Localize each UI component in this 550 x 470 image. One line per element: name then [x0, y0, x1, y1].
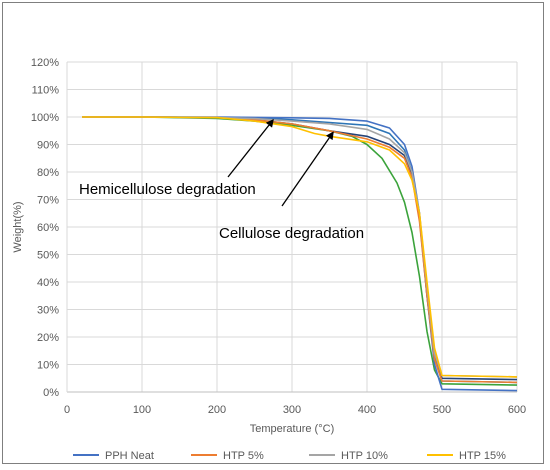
x-axis-label: Temperature (°C)	[250, 423, 334, 435]
legend-label: HTP 5%	[223, 450, 264, 462]
y-tick-label: 70%	[37, 195, 59, 207]
y-tick-label: 120%	[31, 57, 59, 69]
legend: PPH Neat HTP 5% HTP 10% HTP 15%	[73, 450, 506, 462]
chart-frame	[2, 2, 544, 464]
series-line-unlabeled-2	[82, 116, 518, 386]
y-tick-label: 0%	[43, 387, 59, 399]
annotations: Hemicellulose degradation Cellulose degra…	[79, 118, 364, 242]
y-tick-label: 50%	[37, 250, 59, 262]
x-tick-label: 200	[208, 404, 226, 416]
y-tick-label: 20%	[37, 332, 59, 344]
x-tick-label: 100	[133, 404, 151, 416]
annotation-text: Hemicellulose degradation	[79, 181, 256, 198]
y-tick-label: 60%	[37, 222, 59, 234]
series-line-htp-5-	[82, 116, 518, 384]
annotation-arrow	[281, 131, 334, 207]
x-tick-label: 600	[508, 404, 526, 416]
y-axis-label: Weight(%)	[12, 201, 24, 252]
legend-label: HTP 15%	[459, 450, 506, 462]
y-tick-label: 10%	[37, 360, 59, 372]
annotation-arrow	[227, 118, 274, 178]
y-tick-label: 80%	[37, 167, 59, 179]
x-tick-label: 0	[64, 404, 70, 416]
legend-label: PPH Neat	[105, 450, 154, 462]
axes	[66, 62, 517, 393]
annotation-text: Cellulose degradation	[219, 225, 364, 242]
x-tick-label: 400	[358, 404, 376, 416]
x-tick-label: 500	[433, 404, 451, 416]
y-tick-label: 90%	[37, 140, 59, 152]
y-tick-label: 30%	[37, 305, 59, 317]
y-tick-label: 110%	[32, 85, 60, 97]
series-line-htp-15-	[82, 116, 518, 378]
legend-label: HTP 10%	[341, 450, 388, 462]
series-line-unlabeled-1	[82, 116, 518, 384]
series-lines	[82, 116, 518, 392]
y-tick-label: 40%	[37, 277, 59, 289]
series-line-pph-neat	[82, 116, 518, 392]
series-line-htp-10-	[82, 116, 518, 378]
tick-labels: 0% 10% 20% 30% 40% 50% 60% 70% 80% 90% 100% 110% 120…	[31, 57, 526, 416]
y-tick-label: 100%	[31, 112, 59, 124]
x-tick-label: 300	[283, 404, 301, 416]
series-line-unlabeled-0	[82, 116, 518, 381]
